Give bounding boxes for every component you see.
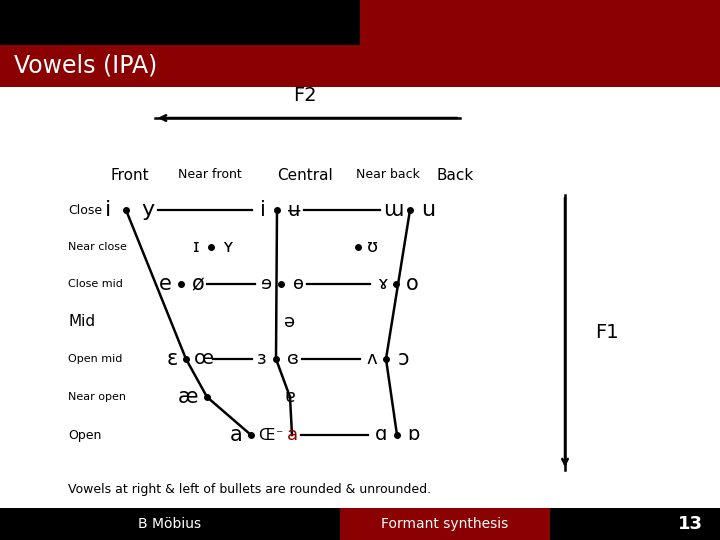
Text: ø: ø <box>192 274 204 294</box>
Text: Vowels (IPA): Vowels (IPA) <box>14 54 157 78</box>
Text: Formant synthesis: Formant synthesis <box>382 517 508 531</box>
Text: Near front: Near front <box>178 168 242 181</box>
Text: B Möbius: B Möbius <box>138 517 202 531</box>
Text: F2: F2 <box>293 86 317 105</box>
Text: ɘ: ɘ <box>261 275 273 293</box>
Text: ʏ: ʏ <box>222 238 233 256</box>
Text: Open: Open <box>68 429 102 442</box>
Text: e: e <box>158 274 171 294</box>
Text: ə: ə <box>284 313 296 331</box>
Text: ɛ: ɛ <box>166 349 178 369</box>
Bar <box>360 0 720 45</box>
Text: Mid: Mid <box>68 314 95 329</box>
Text: œ: œ <box>194 349 214 368</box>
Text: ɵ: ɵ <box>292 275 304 293</box>
Text: ɯ: ɯ <box>383 200 403 220</box>
Text: o: o <box>405 274 418 294</box>
Text: Back: Back <box>436 167 474 183</box>
Text: Near open: Near open <box>68 392 126 402</box>
Text: ɜ: ɜ <box>257 350 267 368</box>
Text: i: i <box>260 200 266 220</box>
Text: ʉ: ʉ <box>288 200 300 219</box>
Text: Central: Central <box>277 167 333 183</box>
Text: ɔ: ɔ <box>397 349 409 369</box>
Bar <box>0 0 360 45</box>
Text: ⁻: ⁻ <box>275 428 283 442</box>
Text: ɤ: ɤ <box>377 275 387 293</box>
Text: Open mid: Open mid <box>68 354 122 364</box>
Text: Vowels at right & left of bullets are rounded & unrounded.: Vowels at right & left of bullets are ro… <box>68 483 431 496</box>
Text: a: a <box>230 425 243 445</box>
Text: a: a <box>287 426 297 444</box>
Text: F1: F1 <box>595 322 618 341</box>
Text: Close: Close <box>68 204 102 217</box>
Text: ʊ: ʊ <box>367 238 379 256</box>
Text: Œ: Œ <box>258 428 274 442</box>
Text: ʌ: ʌ <box>366 350 377 368</box>
Text: ɒ: ɒ <box>407 426 419 444</box>
Text: ɑ: ɑ <box>375 426 387 444</box>
Text: æ: æ <box>178 387 198 407</box>
Text: ɪ: ɪ <box>193 238 199 256</box>
Bar <box>0 45 720 87</box>
Text: i: i <box>105 200 111 220</box>
Text: 13: 13 <box>678 515 703 533</box>
Bar <box>0 508 720 540</box>
Text: Near back: Near back <box>356 168 420 181</box>
Text: Near close: Near close <box>68 242 127 252</box>
Text: y: y <box>141 200 155 220</box>
Text: u: u <box>421 200 435 220</box>
Text: Front: Front <box>111 167 149 183</box>
Bar <box>340 508 550 540</box>
Text: ɐ: ɐ <box>284 388 295 406</box>
Text: Close mid: Close mid <box>68 279 123 289</box>
Text: ɞ: ɞ <box>287 350 299 368</box>
